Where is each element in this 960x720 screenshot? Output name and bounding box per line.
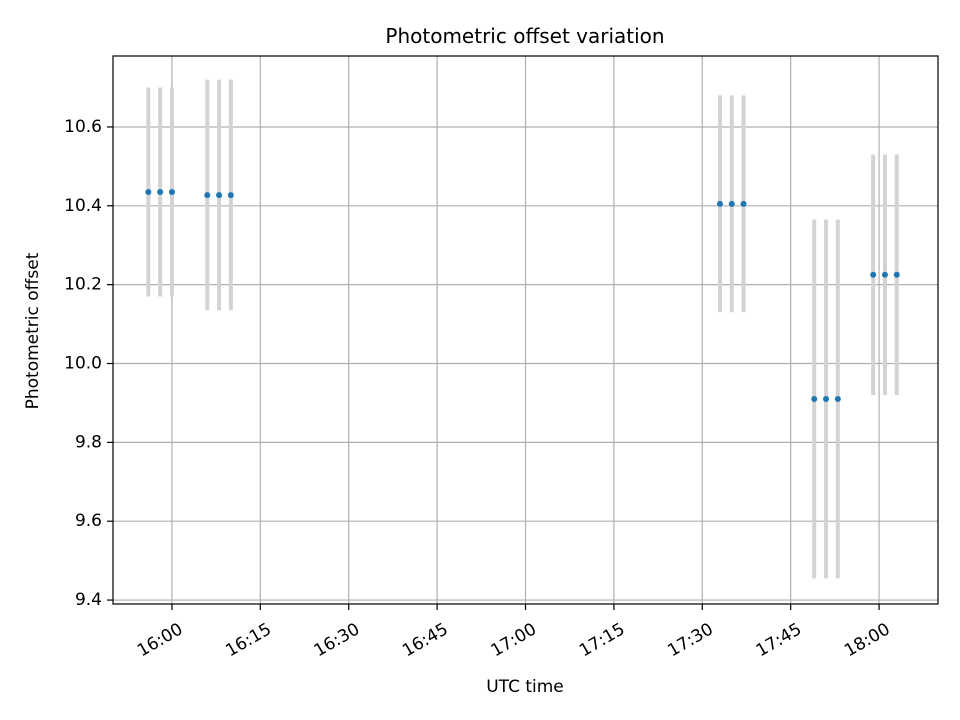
y-tick-label: 10.4 [64,196,102,216]
data-point [834,395,841,402]
chart-title: Photometric offset variation [385,24,664,48]
data-point [216,192,223,199]
data-point [823,395,830,402]
x-axis-label: UTC time [486,677,564,697]
y-tick-label: 10.0 [64,354,102,374]
y-tick-label: 10.6 [64,117,102,137]
data-point [740,200,747,207]
data-point [227,192,234,199]
grid [113,56,938,604]
y-axis-label: Photometric offset [23,252,43,409]
data-point [893,271,900,278]
data-point [811,395,818,402]
data-point [145,189,152,196]
data-points [145,189,900,402]
y-tick-label: 10.2 [64,275,102,295]
data-point [716,200,723,207]
data-point [157,189,164,196]
data-point [881,271,888,278]
data-point [870,271,877,278]
data-point [168,189,175,196]
y-tick-label: 9.6 [75,511,102,531]
data-point [204,192,211,199]
data-point [728,200,735,207]
y-tick-label: 9.4 [75,590,102,610]
y-axis-ticks: 9.4 9.6 9.8 10.0 10.2 10.4 10.6 [64,117,113,610]
y-tick-label: 9.8 [75,432,102,452]
